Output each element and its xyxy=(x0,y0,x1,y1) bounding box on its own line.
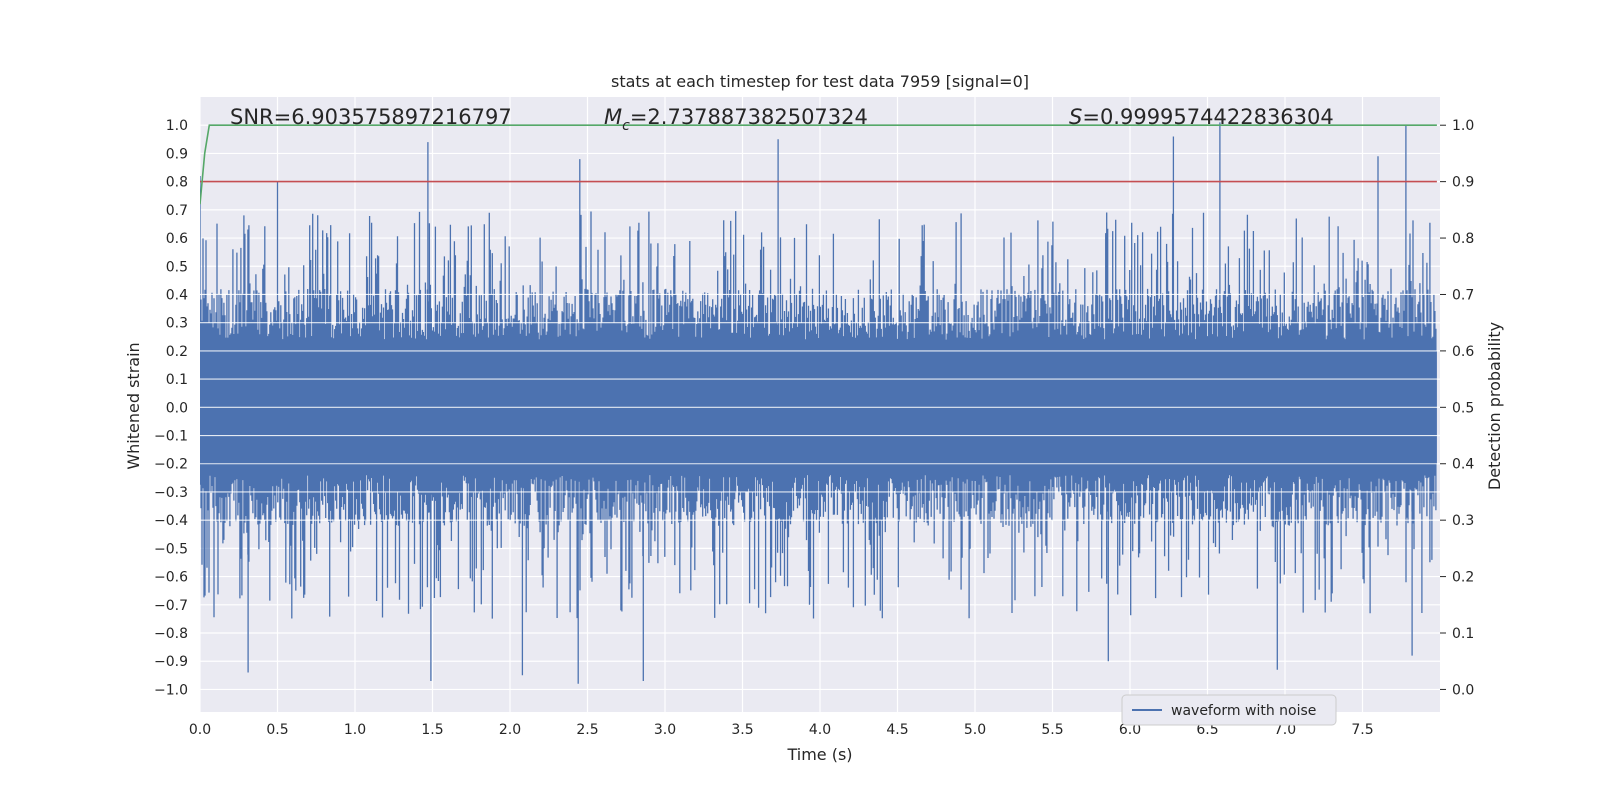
x-tick-label: 6.5 xyxy=(1196,722,1218,738)
chirp-mass-subscript: c xyxy=(622,118,630,134)
s-statistic-symbol: S xyxy=(1069,105,1082,129)
right-y-tick-label: 0.6 xyxy=(1452,344,1474,360)
left-y-tick-label: −0.8 xyxy=(154,626,188,642)
series-lines xyxy=(200,124,1440,521)
right-y-tick-label: 0.1 xyxy=(1452,626,1474,642)
right-y-tick-label: 0.9 xyxy=(1452,175,1474,191)
chirp-mass-annotation: Mc=2.737887382507324 xyxy=(604,105,868,134)
right-y-tick-label: 0.4 xyxy=(1452,457,1474,473)
series-detection-probability xyxy=(200,124,1437,205)
s-statistic-value: =0.9999574422836304 xyxy=(1082,105,1333,129)
right-y-tick-label: 1.0 xyxy=(1452,118,1474,134)
left-y-tick-label: −0.9 xyxy=(154,654,188,670)
x-tick-label: 5.0 xyxy=(964,722,986,738)
left-y-tick-label: 0.0 xyxy=(166,400,188,416)
left-y-tick-label: −0.6 xyxy=(154,570,188,586)
chirp-mass-symbol: M xyxy=(604,105,622,129)
x-tick-label: 7.0 xyxy=(1274,722,1296,738)
left-y-axis-ticks: 1.0 0.9 0.8 0.7 0.6 0.5 0.4 0.3 0.2 0.1 0.0 −0.1 −0.… xyxy=(154,118,188,698)
x-tick-label: 5.5 xyxy=(1041,722,1063,738)
snr-annotation: SNR=6.903575897216797 xyxy=(230,105,512,129)
left-y-tick-label: −0.2 xyxy=(154,457,188,473)
right-y-tick-label: 0.3 xyxy=(1452,513,1474,529)
legend-box xyxy=(1121,694,1337,726)
left-y-tick-label: 0.2 xyxy=(166,344,188,360)
left-y-tick-label: −0.3 xyxy=(154,485,188,501)
left-y-tick-label: −0.4 xyxy=(154,513,188,529)
x-tick-label: 1.0 xyxy=(344,722,366,738)
x-tick-label: 6.0 xyxy=(1119,722,1141,738)
left-y-tick-label: 0.4 xyxy=(166,287,188,303)
legend-label-waveform: waveform with noise xyxy=(1171,703,1316,719)
left-y-tick-label: −0.1 xyxy=(154,429,188,445)
x-tick-label: 1.5 xyxy=(421,722,443,738)
right-y-tick-label: 0.2 xyxy=(1452,570,1474,586)
right-y-axis-ticks: 1.0 0.9 0.8 0.7 0.6 0.5 0.4 0.3 0.2 0.1 0.0 xyxy=(1440,118,1474,698)
left-y-tick-label: −0.5 xyxy=(154,541,188,557)
left-y-tick-label: 0.5 xyxy=(166,259,188,275)
left-y-tick-label: 0.9 xyxy=(166,146,188,162)
left-y-axis-label: Whitened strain xyxy=(124,342,143,469)
x-tick-label: 4.0 xyxy=(809,722,831,738)
x-axis-label: Time (s) xyxy=(786,745,852,764)
left-y-tick-label: −0.7 xyxy=(154,598,188,614)
plot-content xyxy=(200,122,1440,684)
right-y-tick-label: 0.5 xyxy=(1452,400,1474,416)
x-tick-label: 7.5 xyxy=(1351,722,1373,738)
x-tick-label: 3.5 xyxy=(731,722,753,738)
x-tick-label: 2.5 xyxy=(576,722,598,738)
x-tick-label: 2.0 xyxy=(499,722,521,738)
right-y-tick-label: 0.0 xyxy=(1452,682,1474,698)
left-y-tick-label: 0.7 xyxy=(166,203,188,219)
left-y-tick-label: 0.8 xyxy=(166,175,188,191)
s-statistic-annotation: S=0.9999574422836304 xyxy=(1069,105,1334,129)
waveform-line xyxy=(200,122,1437,684)
chart-title: stats at each timestep for test data 795… xyxy=(611,72,1029,91)
x-tick-label: 3.0 xyxy=(654,722,676,738)
left-y-tick-label: −1.0 xyxy=(154,682,188,698)
right-y-axis-label: Detection probability xyxy=(1485,322,1504,490)
right-y-tick-label: 0.7 xyxy=(1452,287,1474,303)
chirp-mass-value: =2.737887382507324 xyxy=(630,105,868,129)
right-y-tick-label: 0.8 xyxy=(1452,231,1474,247)
x-tick-label: 0.5 xyxy=(266,722,288,738)
left-y-tick-label: 0.6 xyxy=(166,231,188,247)
legend: waveform with noise xyxy=(1121,694,1337,726)
x-tick-label: 4.5 xyxy=(886,722,908,738)
left-y-tick-label: 0.3 xyxy=(166,316,188,332)
left-y-tick-label: 0.1 xyxy=(166,372,188,388)
x-tick-label: 0.0 xyxy=(189,722,211,738)
left-y-tick-label: 1.0 xyxy=(166,118,188,134)
x-axis-ticks: 0.0 0.5 1.0 1.5 2.0 2.5 3.0 3.5 4.0 4.5 5.0 5.5 6.0 6… xyxy=(189,722,1374,738)
